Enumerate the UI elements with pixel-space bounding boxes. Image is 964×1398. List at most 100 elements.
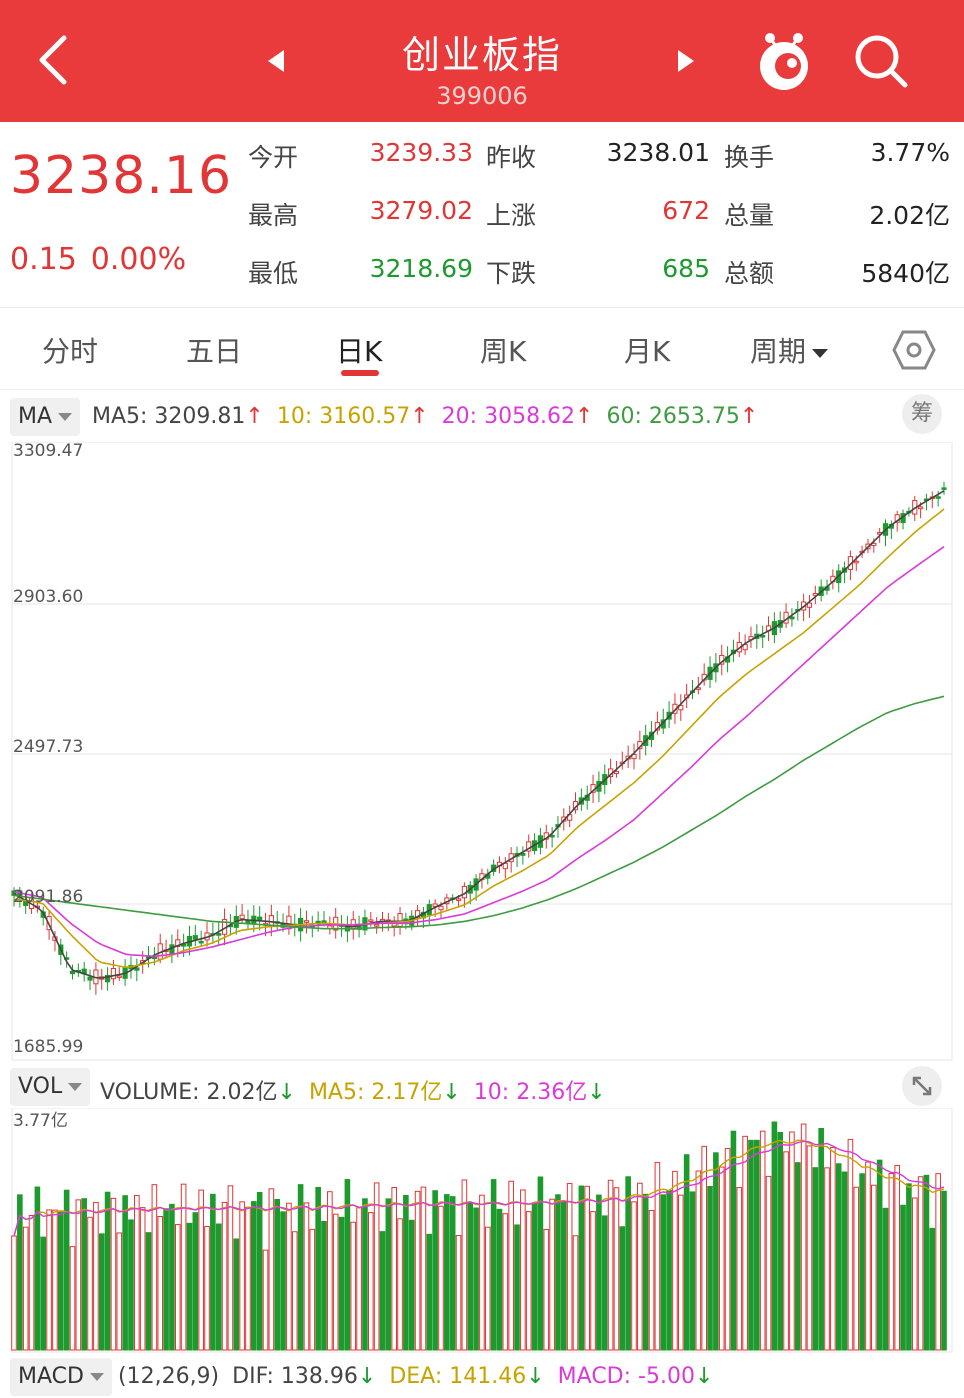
volume-bar bbox=[596, 1194, 602, 1351]
volume-bar bbox=[806, 1145, 813, 1351]
tab-monthly-k[interactable]: 月K bbox=[624, 335, 671, 368]
volume-bar bbox=[537, 1176, 544, 1351]
tab-daily-k[interactable]: 日K bbox=[336, 335, 383, 368]
stat-label: 总量 bbox=[724, 201, 775, 230]
kline-y-labels: 3309.47 2903.60 2497.73 2091.86 1685.99 bbox=[13, 442, 83, 1057]
top-app-bar: 创业板指 399006 bbox=[0, 0, 964, 122]
stat-value: 3.77% bbox=[870, 138, 950, 167]
volume-bar bbox=[853, 1186, 860, 1351]
volume-bar bbox=[754, 1139, 760, 1351]
volume-bar bbox=[414, 1190, 421, 1351]
arrow-down-icon: ↓ bbox=[587, 1080, 606, 1105]
arrow-up-icon: ↑ bbox=[575, 404, 594, 429]
volume-bar bbox=[490, 1179, 497, 1351]
tab-weekly-k[interactable]: 周K bbox=[480, 335, 527, 368]
vol-selector[interactable]: VOL bbox=[10, 1068, 91, 1106]
search-icon[interactable] bbox=[850, 30, 912, 92]
volume-bar bbox=[566, 1183, 573, 1351]
volume-value: VOLUME: 2.02亿 bbox=[100, 1080, 278, 1105]
volume-bar bbox=[496, 1208, 503, 1351]
stat-label: 下跌 bbox=[486, 259, 537, 288]
volume-bar bbox=[911, 1197, 918, 1351]
mascot-icon[interactable] bbox=[752, 30, 816, 94]
volume-bar bbox=[321, 1220, 327, 1351]
stat-value: 3238.01 bbox=[606, 138, 710, 167]
volume-bar bbox=[724, 1147, 731, 1351]
candle-body bbox=[806, 602, 813, 608]
volume-bar bbox=[572, 1235, 579, 1351]
candle-body bbox=[134, 967, 140, 971]
volume-bar bbox=[215, 1223, 222, 1351]
y-axis-label: 2903.60 bbox=[13, 587, 83, 607]
hexagon-settings-icon[interactable] bbox=[892, 328, 936, 372]
volume-bar bbox=[900, 1204, 906, 1351]
ma-selector[interactable]: MA bbox=[10, 398, 81, 436]
volume-bar bbox=[391, 1186, 397, 1351]
stat-label: 总额 bbox=[724, 259, 775, 288]
quote-stats: 今开 3239.33 昨收 3238.01 换手 3.77% 最高 3279.0… bbox=[248, 138, 958, 312]
volume-bar bbox=[227, 1185, 234, 1351]
chevron-left-icon[interactable] bbox=[30, 30, 80, 90]
candle-body bbox=[941, 487, 947, 490]
volume-bar bbox=[461, 1179, 468, 1351]
volume-bar bbox=[426, 1233, 433, 1351]
volume-bar bbox=[841, 1171, 848, 1351]
tab-period-dropdown[interactable]: 周期 bbox=[750, 330, 829, 370]
candle-body bbox=[455, 898, 462, 901]
tab-five-day[interactable]: 五日 bbox=[186, 335, 243, 368]
change-percent: 0.00% bbox=[90, 242, 187, 277]
arrow-up-icon: ↑ bbox=[245, 404, 264, 429]
volume-bar bbox=[479, 1194, 485, 1351]
volume-bar bbox=[631, 1201, 637, 1351]
candle-body bbox=[397, 913, 403, 927]
volume-bar bbox=[221, 1201, 228, 1351]
arrow-down-icon: ↓ bbox=[694, 1364, 714, 1389]
candle-body bbox=[192, 935, 198, 940]
volume-bar bbox=[484, 1226, 491, 1351]
expand-icon[interactable] bbox=[902, 1066, 942, 1106]
stat-label: 最低 bbox=[248, 259, 299, 288]
arrow-up-icon: ↑ bbox=[739, 404, 759, 429]
triangle-left-icon[interactable] bbox=[262, 46, 290, 76]
volume-bar bbox=[508, 1180, 514, 1351]
candle-body bbox=[11, 890, 17, 896]
macd-value: MACD: -5.00 bbox=[557, 1364, 695, 1389]
volume-bar bbox=[531, 1202, 538, 1351]
chip-distribution-button[interactable]: 筹 bbox=[902, 394, 942, 434]
volume-bar bbox=[473, 1207, 479, 1351]
ma5-line bbox=[13, 490, 945, 979]
volume-bar bbox=[204, 1225, 210, 1351]
volume-bar bbox=[17, 1194, 23, 1351]
macd-selector[interactable]: MACD bbox=[10, 1358, 112, 1396]
volume-bar bbox=[87, 1216, 93, 1351]
macd-params: (12,26,9) bbox=[118, 1364, 220, 1389]
ma10-value: 10: 3160.57 bbox=[276, 404, 411, 429]
volume-bar bbox=[467, 1202, 474, 1351]
caret-down-icon bbox=[89, 1373, 104, 1381]
volume-bar bbox=[280, 1211, 286, 1351]
volume-bar bbox=[34, 1186, 41, 1351]
volume-bar bbox=[256, 1191, 263, 1351]
caret-down-icon bbox=[812, 348, 829, 358]
volume-bar bbox=[923, 1174, 930, 1351]
triangle-right-icon[interactable] bbox=[672, 46, 700, 76]
volume-bar bbox=[28, 1214, 35, 1351]
volume-bar bbox=[847, 1138, 854, 1351]
volume-bar bbox=[888, 1172, 895, 1351]
volume-bar bbox=[660, 1194, 667, 1351]
volume-bar bbox=[502, 1213, 509, 1351]
volume-ma-lines bbox=[13, 1139, 945, 1237]
index-code: 399006 bbox=[436, 82, 528, 110]
stat-label: 最高 bbox=[248, 201, 299, 230]
volume-bar bbox=[765, 1175, 772, 1351]
volume-chart[interactable]: 3.77亿 bbox=[0, 1108, 964, 1354]
volume-bar bbox=[245, 1206, 251, 1351]
volume-bar bbox=[367, 1212, 374, 1351]
tab-intraday[interactable]: 分时 bbox=[42, 335, 99, 368]
kline-chart[interactable]: 3309.47 2903.60 2497.73 2091.86 1685.99 bbox=[0, 442, 964, 1062]
candle-body bbox=[520, 852, 526, 856]
volume-bar bbox=[812, 1167, 819, 1351]
volume-bar bbox=[520, 1189, 526, 1351]
change-amount: 0.15 bbox=[10, 242, 77, 277]
ma-selector-label: MA bbox=[18, 404, 53, 429]
